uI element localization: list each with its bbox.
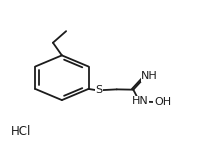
Text: NH: NH: [141, 71, 158, 81]
Text: S: S: [95, 85, 102, 95]
Text: HCl: HCl: [11, 125, 32, 138]
Text: OH: OH: [154, 97, 171, 108]
Text: HN: HN: [132, 96, 149, 106]
